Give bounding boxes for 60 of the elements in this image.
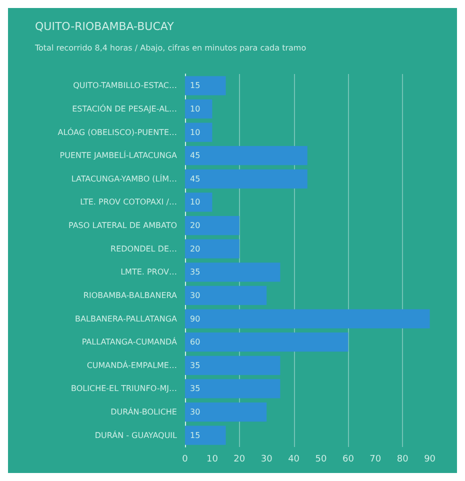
data-label: 45	[190, 174, 200, 184]
y-tick-label: QUITO-TAMBILLO-ESTAC…	[73, 81, 177, 90]
bar	[185, 332, 348, 352]
bar	[185, 169, 308, 188]
y-tick-label: CUMANDÁ-EMPALME…	[86, 360, 177, 370]
y-tick-label: PASO LATERAL DE AMBATO	[68, 221, 177, 230]
data-label: 20	[190, 221, 200, 230]
bar	[185, 192, 212, 212]
data-label: 15	[190, 81, 200, 90]
bar	[185, 356, 280, 375]
data-label: 30	[190, 408, 200, 417]
data-label: 45	[190, 151, 200, 160]
x-tick-label: 70	[370, 454, 382, 464]
data-label: 10	[190, 198, 200, 207]
bar	[185, 76, 226, 96]
x-tick-label: 90	[424, 454, 436, 464]
chart-subtitle: Total recorrido 8,4 horas / Abajo, cifras en minutos para cada tramo	[34, 44, 306, 52]
bar	[185, 309, 430, 328]
x-tick-label: 50	[315, 454, 327, 464]
data-label: 30	[190, 290, 200, 300]
bar	[185, 239, 240, 258]
y-tick-label: BOLICHE-EL TRIUNFO-MJ…	[71, 384, 177, 394]
data-label: 10	[190, 128, 200, 137]
y-tick-label: DURÁN-BOLICHE	[110, 406, 177, 417]
y-tick-label: ALÓAG (OBELISCO)-PUENTE…	[58, 126, 177, 137]
bar	[185, 99, 212, 119]
x-tick-label: 10	[206, 454, 218, 464]
y-tick-label: RIOBAMBA-BALBANERA	[83, 290, 178, 300]
y-tick-label: LATACUNGA-YAMBO (LÍM…	[71, 173, 177, 184]
data-label: 35	[190, 384, 200, 394]
bar	[185, 216, 240, 236]
data-label: 10	[190, 104, 200, 114]
y-tick-label: PALLATANGA-CUMANDÁ	[82, 336, 178, 347]
y-tick-label: REDONDEL DE…	[110, 244, 177, 254]
x-tick-label: 20	[234, 454, 246, 464]
data-label: 60	[190, 338, 200, 347]
y-tick-label: BALBANERA-PALLATANGA	[75, 314, 178, 324]
x-tick-label: 30	[260, 454, 273, 464]
y-tick-label: LTE. PROV COTOPAXI /…	[80, 198, 177, 207]
y-tick-label: DURÁN - GUAYAQUIL	[94, 430, 178, 440]
x-tick-label: 60	[342, 454, 354, 464]
chart-title: QUITO-RIOBAMBA-BUCAY	[35, 20, 174, 33]
bar	[185, 122, 212, 142]
data-label: 15	[190, 430, 200, 440]
x-tick-label: 40	[288, 454, 300, 464]
bar	[185, 146, 308, 166]
x-tick-label: 80	[396, 454, 409, 464]
y-tick-label: LMTE. PROV…	[120, 268, 177, 277]
bar	[185, 262, 280, 282]
data-label: 35	[190, 268, 200, 277]
bar	[185, 402, 267, 422]
bar	[185, 286, 267, 306]
y-tick-label: PUENTE JAMBELÍ-LATACUNGA	[60, 150, 178, 160]
y-tick-label: ESTACIÓN DE PESAJE-AL…	[72, 103, 177, 114]
bar	[185, 426, 226, 445]
data-label: 20	[190, 244, 200, 254]
bar	[185, 379, 280, 398]
data-label: 35	[190, 360, 200, 370]
x-tick-label: 0	[182, 454, 188, 464]
data-label: 90	[190, 314, 200, 324]
